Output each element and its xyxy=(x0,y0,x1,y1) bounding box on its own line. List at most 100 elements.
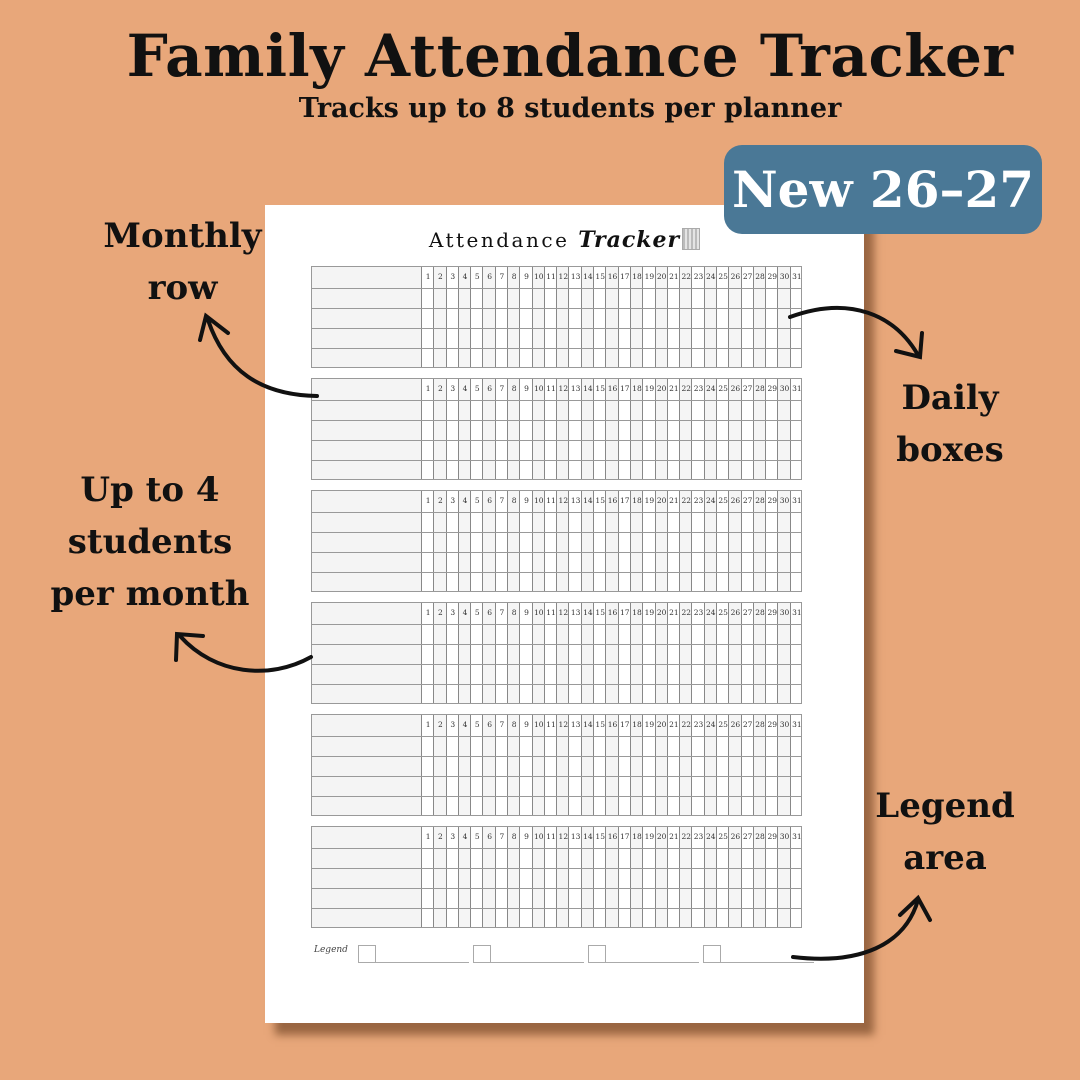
day-column: 3 xyxy=(445,379,459,479)
legend-checkbox[interactable] xyxy=(588,945,606,963)
day-column: 17 xyxy=(617,379,631,479)
legend-checkbox[interactable] xyxy=(358,945,376,963)
student-row[interactable] xyxy=(312,572,801,573)
student-row[interactable] xyxy=(312,908,801,909)
day-column: 19 xyxy=(642,603,655,703)
student-row[interactable] xyxy=(312,684,801,685)
day-number: 29 xyxy=(767,608,778,617)
student-row[interactable] xyxy=(312,512,801,513)
day-column: 30 xyxy=(777,715,791,815)
day-column: 5 xyxy=(470,267,483,367)
page-subtitle: Tracks up to 8 students per planner xyxy=(298,93,842,124)
student-row[interactable] xyxy=(312,288,801,289)
day-column: 28 xyxy=(752,491,767,591)
month-block: 1 2 3 4 5 6 7 8 9 10 11 12 13 14 15 16 17 18 19 20 21 22 23 24 2… xyxy=(311,378,802,480)
day-column: 2 xyxy=(433,491,447,591)
day-number: 12 xyxy=(558,608,569,617)
month-name-field[interactable] xyxy=(312,491,422,591)
legend-line[interactable] xyxy=(605,962,699,963)
student-row[interactable] xyxy=(312,440,801,441)
day-number: 6 xyxy=(487,832,492,841)
month-name-field[interactable] xyxy=(312,603,422,703)
month-name-field[interactable] xyxy=(312,715,422,815)
day-number: 16 xyxy=(607,272,618,281)
student-row[interactable] xyxy=(312,664,801,665)
legend-checkbox[interactable] xyxy=(703,945,721,963)
day-column: 9 xyxy=(519,379,532,479)
day-number: 20 xyxy=(656,384,667,393)
day-column: 5 xyxy=(470,491,483,591)
student-row[interactable] xyxy=(312,308,801,309)
day-column: 10 xyxy=(531,491,545,591)
day-number: 14 xyxy=(583,384,593,393)
student-row[interactable] xyxy=(312,848,801,849)
day-number: 25 xyxy=(718,272,728,281)
day-column: 16 xyxy=(605,715,619,815)
student-row[interactable] xyxy=(312,552,801,553)
student-row[interactable] xyxy=(312,532,801,533)
day-column: 21 xyxy=(666,267,680,367)
day-number: 2 xyxy=(438,832,443,841)
legend-checkbox[interactable] xyxy=(473,945,491,963)
day-column: 21 xyxy=(666,379,680,479)
day-number: 22 xyxy=(681,384,691,393)
day-number: 10 xyxy=(533,720,544,729)
day-column: 29 xyxy=(765,379,778,479)
day-column: 22 xyxy=(679,267,693,367)
day-number: 27 xyxy=(742,272,753,281)
legend-line[interactable] xyxy=(720,962,814,963)
student-row[interactable] xyxy=(312,868,801,869)
day-column: 31 xyxy=(789,603,803,703)
legend-line[interactable] xyxy=(490,962,584,963)
day-number: 19 xyxy=(644,272,655,281)
day-column: 15 xyxy=(593,267,606,367)
day-number: 4 xyxy=(462,608,468,617)
day-column: 5 xyxy=(470,827,483,927)
student-row[interactable] xyxy=(312,776,801,777)
day-number: 26 xyxy=(730,608,741,617)
day-column: 1 xyxy=(421,827,434,927)
student-row[interactable] xyxy=(312,348,801,349)
day-number: 16 xyxy=(607,720,618,729)
day-column: 17 xyxy=(617,491,631,591)
day-column: 9 xyxy=(519,491,532,591)
day-number: 22 xyxy=(681,496,691,505)
legend-line[interactable] xyxy=(375,962,469,963)
month-name-field[interactable] xyxy=(312,379,422,479)
day-number: 9 xyxy=(524,832,529,841)
day-number: 23 xyxy=(693,608,704,617)
student-row[interactable] xyxy=(312,624,801,625)
student-row[interactable] xyxy=(312,460,801,461)
student-row[interactable] xyxy=(312,644,801,645)
month-name-field[interactable] xyxy=(312,827,422,927)
day-number: 13 xyxy=(570,720,581,729)
student-row[interactable] xyxy=(312,328,801,329)
student-row[interactable] xyxy=(312,420,801,421)
day-column: 6 xyxy=(482,715,496,815)
day-number: 19 xyxy=(644,832,655,841)
student-row[interactable] xyxy=(312,796,801,797)
day-column: 14 xyxy=(580,827,595,927)
day-column: 12 xyxy=(556,715,570,815)
student-row[interactable] xyxy=(312,888,801,889)
day-column: 25 xyxy=(715,267,729,367)
day-column: 4 xyxy=(457,603,472,703)
day-column: 11 xyxy=(543,603,557,703)
day-column: 25 xyxy=(715,379,729,479)
day-column: 28 xyxy=(752,603,767,703)
student-row[interactable] xyxy=(312,736,801,737)
day-number: 7 xyxy=(499,384,505,393)
day-column: 19 xyxy=(642,491,655,591)
student-row[interactable] xyxy=(312,400,801,401)
student-row[interactable] xyxy=(312,756,801,757)
day-column: 31 xyxy=(789,827,803,927)
day-number: 31 xyxy=(792,272,802,281)
day-column: 20 xyxy=(654,491,668,591)
day-number: 22 xyxy=(681,720,691,729)
day-column: 26 xyxy=(728,379,742,479)
day-number: 31 xyxy=(792,496,802,505)
day-number: 24 xyxy=(706,608,716,617)
arrow-legend-area xyxy=(791,898,920,961)
arrow-students xyxy=(178,634,313,673)
day-number: 17 xyxy=(620,272,630,281)
